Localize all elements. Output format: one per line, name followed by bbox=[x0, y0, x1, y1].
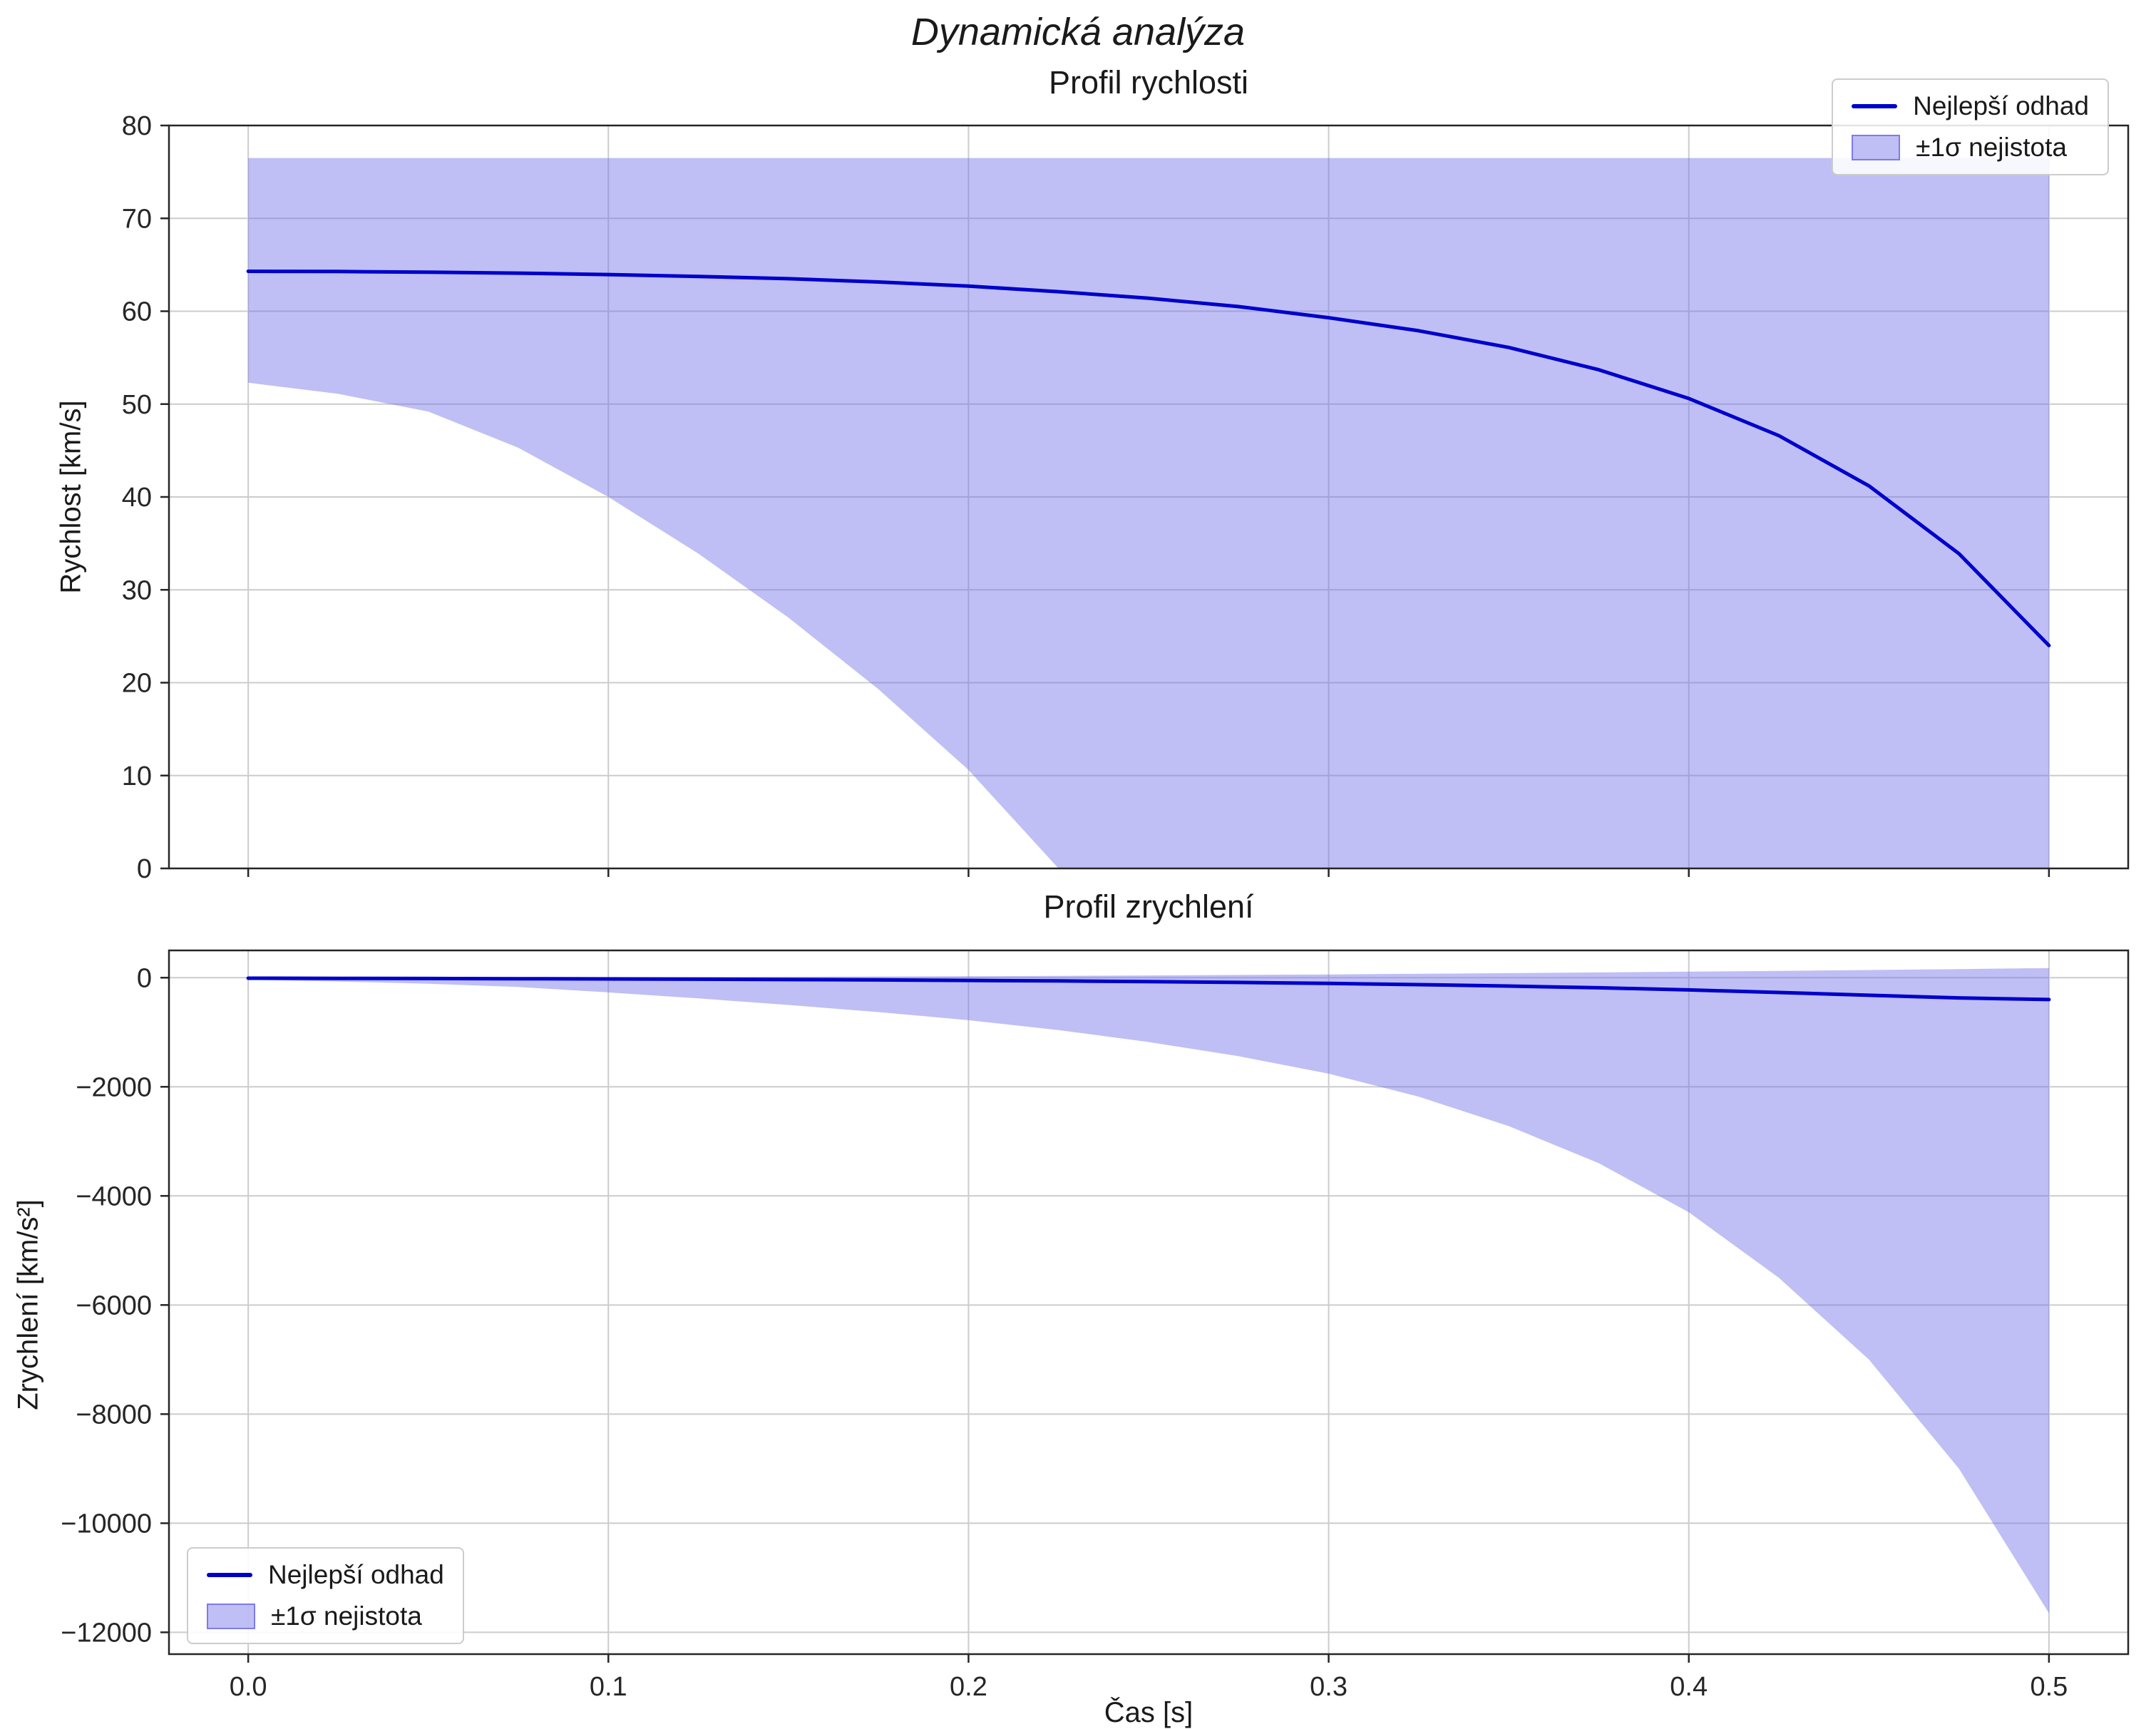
velocity-chart-title: Profil rychlosti bbox=[1048, 64, 1249, 101]
y-tick-label: −4000 bbox=[76, 1181, 152, 1211]
y-tick-label: 20 bbox=[122, 669, 152, 699]
legend-velocity: Nejlepší odhad ±1σ nejistota bbox=[1832, 78, 2109, 175]
chart-1: 0.0 0.1 0.2 0.3 0.4 0.5 0 −2000 −4000 −6000 −8000 −… bbox=[61, 949, 2130, 1702]
y-tick-label: 60 bbox=[122, 297, 152, 327]
legend-row-line: Nejlepší odhad bbox=[207, 1560, 444, 1590]
y-tick-label: 50 bbox=[122, 390, 152, 420]
best-estimate-line bbox=[246, 270, 2051, 647]
x-tick-label: 0.0 bbox=[230, 1672, 267, 1702]
y-tick-label: −10000 bbox=[61, 1509, 152, 1539]
uncertainty-band bbox=[248, 158, 2049, 869]
x-tick-label: 0.3 bbox=[1310, 1672, 1348, 1702]
y-tick-label: 40 bbox=[122, 483, 152, 513]
x-tick-label: 0.2 bbox=[950, 1672, 987, 1702]
y-tick-label: 30 bbox=[122, 575, 152, 605]
y-tick-label: 70 bbox=[122, 204, 152, 234]
legend-band-swatch bbox=[1852, 135, 1901, 160]
x-tick-label: 0.4 bbox=[1670, 1672, 1708, 1702]
x-axis-label: Čas [s] bbox=[1104, 1697, 1194, 1728]
legend-row-band: ±1σ nejistota bbox=[207, 1601, 444, 1631]
legend-row-line: Nejlepší odhad bbox=[1852, 91, 2089, 121]
legend-line-swatch bbox=[1852, 104, 1898, 108]
legend-line-label: Nejlepší odhad bbox=[1913, 91, 2089, 120]
y-tick-label: −12000 bbox=[61, 1618, 152, 1648]
velocity-y-axis-label: Rychlost [km/s] bbox=[55, 400, 87, 594]
chart-0: 80 70 60 50 40 30 20 10 0 bbox=[122, 111, 2130, 884]
legend-band-label: ±1σ nejistota bbox=[1916, 133, 2067, 162]
y-tick-label: 0 bbox=[137, 854, 152, 884]
x-tick-label: 0.1 bbox=[590, 1672, 627, 1702]
best-estimate-line bbox=[246, 976, 2051, 1002]
y-tick-label: 0 bbox=[137, 963, 152, 993]
legend-line-label: Nejlepší odhad bbox=[268, 1560, 444, 1589]
y-tick-label: 10 bbox=[122, 761, 152, 791]
legend-band-swatch bbox=[207, 1604, 255, 1629]
legend-row-band: ±1σ nejistota bbox=[1852, 133, 2089, 163]
acceleration-chart-title: Profil zrychlení bbox=[1043, 888, 1254, 925]
y-tick-label: −2000 bbox=[76, 1072, 152, 1102]
legend-band-label: ±1σ nejistota bbox=[271, 1601, 422, 1631]
legend-line-swatch bbox=[207, 1573, 252, 1577]
uncertainty-band bbox=[248, 968, 2049, 1613]
y-tick-label: 80 bbox=[122, 111, 152, 141]
acceleration-y-axis-label: Zrychlení [km/s²] bbox=[12, 1199, 44, 1410]
legend-acceleration: Nejlepší odhad ±1σ nejistota bbox=[187, 1547, 464, 1644]
figure-title: Dynamická analýza bbox=[910, 11, 1246, 53]
y-tick-label: −8000 bbox=[76, 1400, 152, 1430]
y-tick-label: −6000 bbox=[76, 1291, 152, 1320]
x-tick-label: 0.5 bbox=[2030, 1672, 2068, 1702]
axes-frame bbox=[168, 949, 2130, 1656]
